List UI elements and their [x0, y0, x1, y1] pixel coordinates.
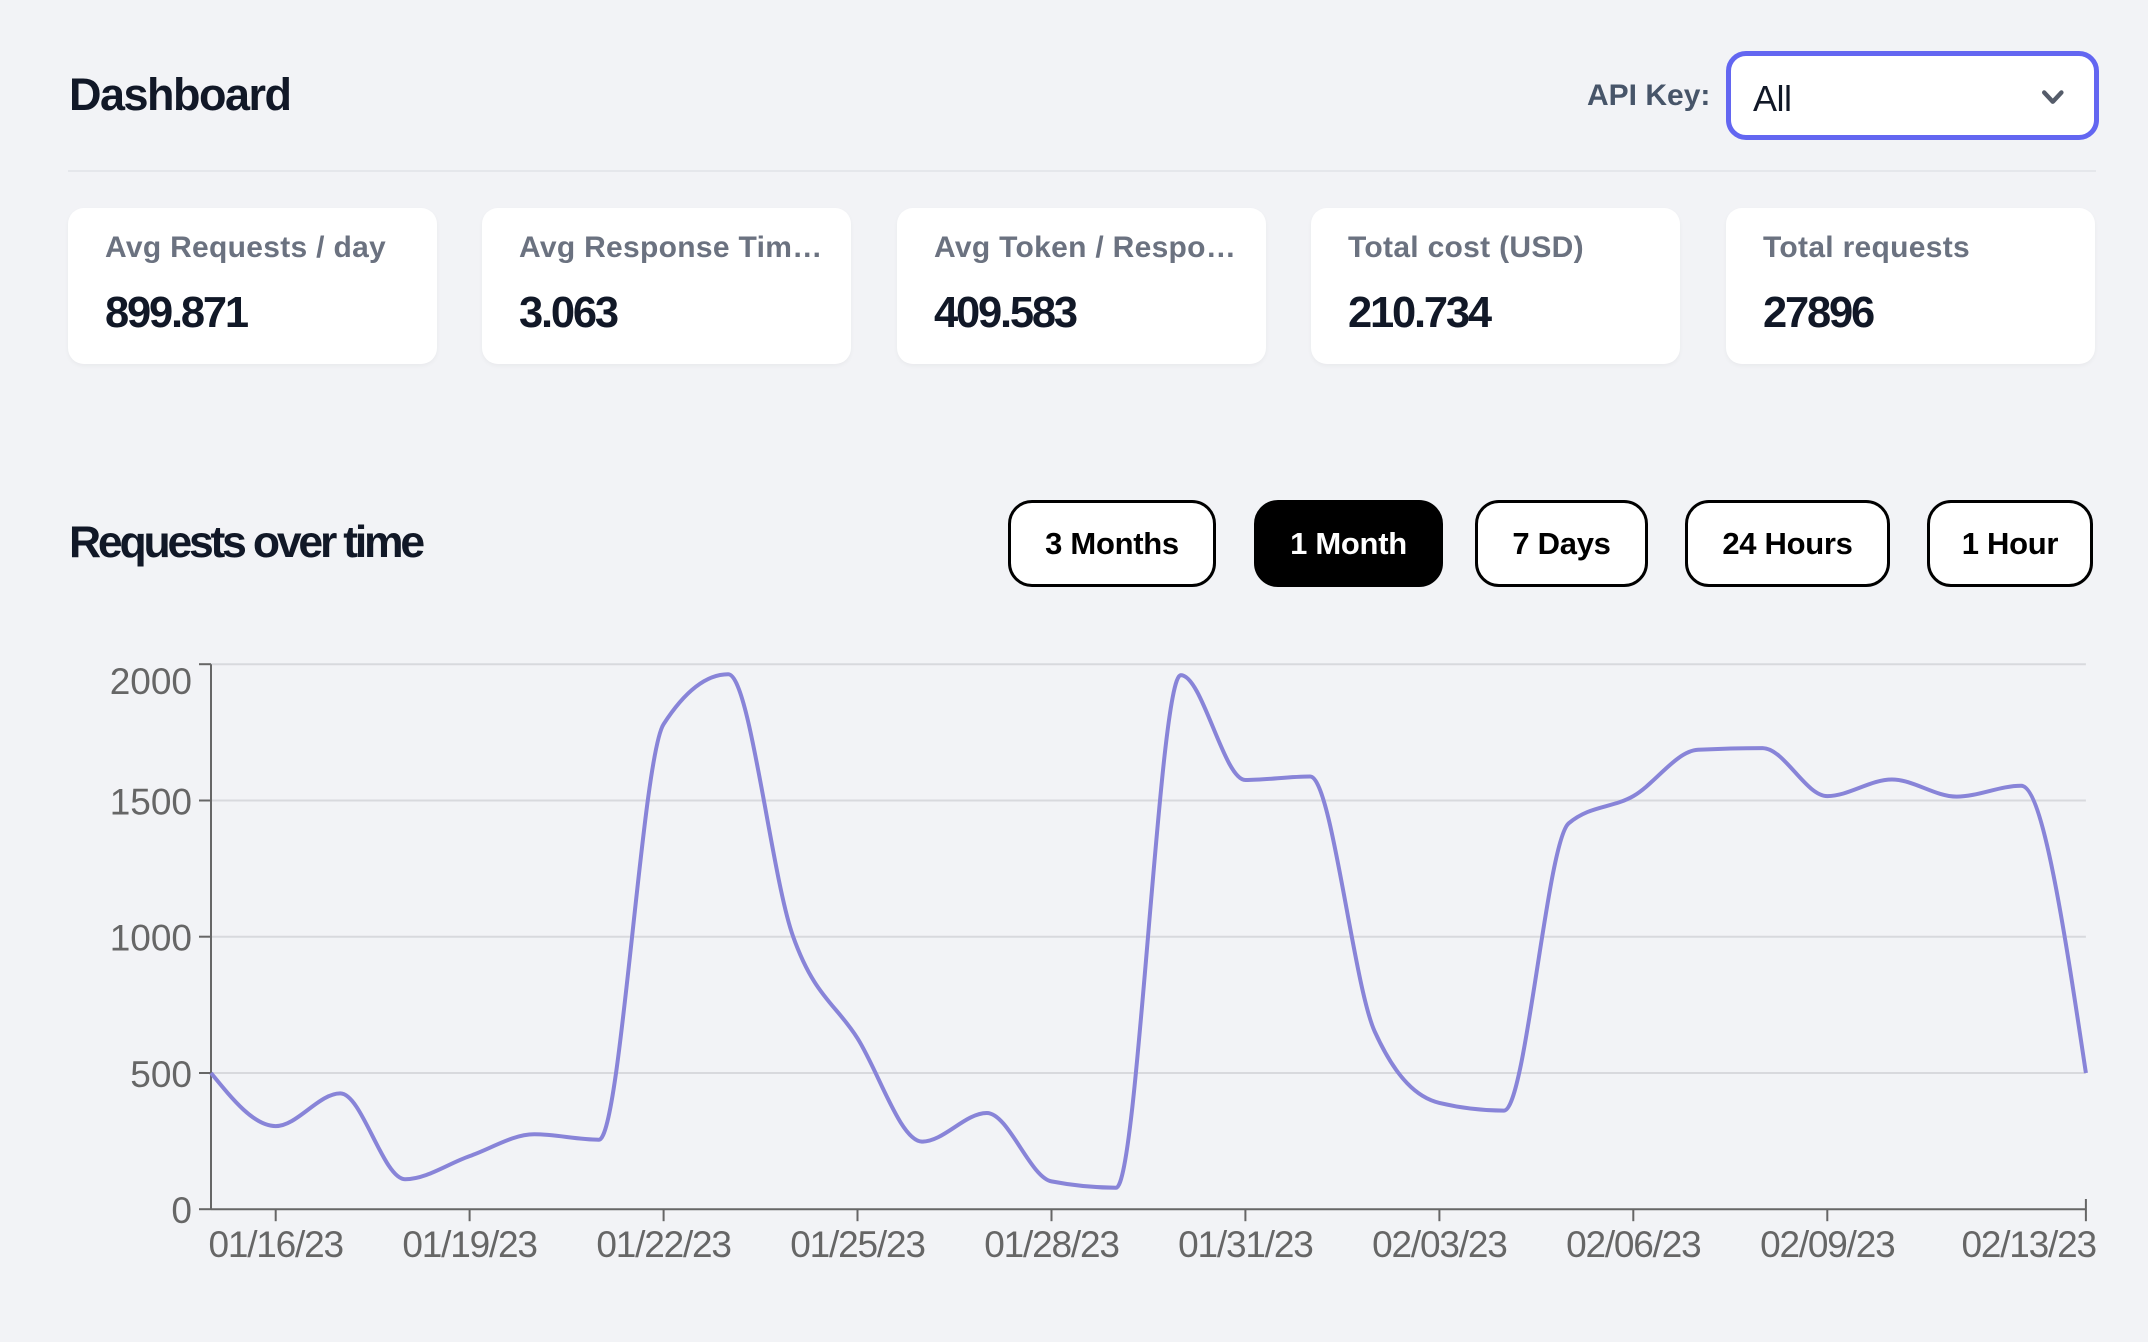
svg-text:0: 0: [171, 1190, 192, 1231]
svg-text:01/31/23: 01/31/23: [1178, 1224, 1312, 1265]
svg-text:02/03/23: 02/03/23: [1372, 1224, 1506, 1265]
svg-text:01/28/23: 01/28/23: [984, 1224, 1118, 1265]
svg-text:2000: 2000: [110, 661, 192, 702]
svg-text:02/09/23: 02/09/23: [1760, 1224, 1894, 1265]
svg-text:02/06/23: 02/06/23: [1566, 1224, 1700, 1265]
svg-text:1500: 1500: [110, 782, 192, 823]
svg-text:01/25/23: 01/25/23: [790, 1224, 924, 1265]
svg-text:01/22/23: 01/22/23: [596, 1224, 730, 1265]
svg-text:02/13/23: 02/13/23: [1961, 1224, 2095, 1265]
svg-text:500: 500: [130, 1054, 192, 1095]
svg-text:01/16/23: 01/16/23: [208, 1224, 342, 1265]
svg-text:01/19/23: 01/19/23: [402, 1224, 536, 1265]
svg-text:1000: 1000: [110, 918, 192, 959]
